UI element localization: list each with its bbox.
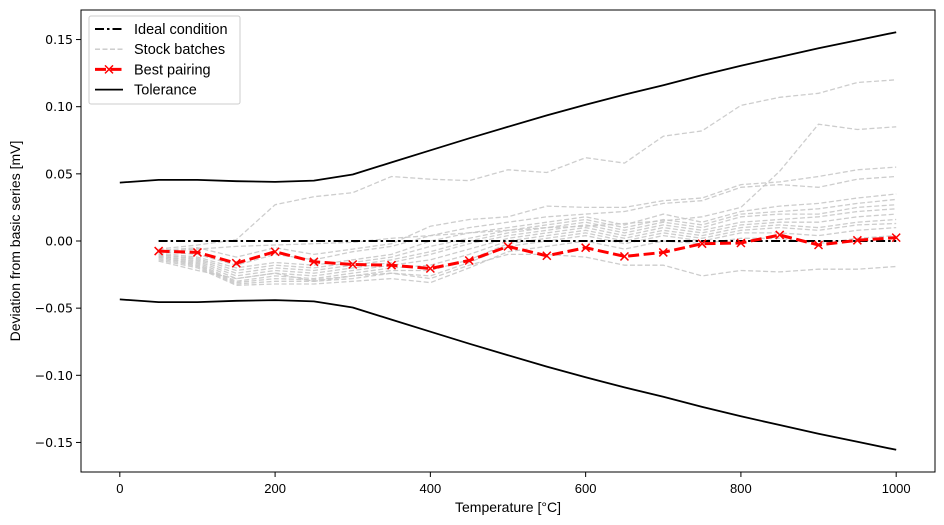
stock-batch-line-1: [158, 123, 897, 253]
legend-label-3: Tolerance: [134, 83, 197, 99]
best-pairing-marker-12: [619, 251, 629, 261]
stock-batch-line-8: [158, 213, 897, 280]
x-axis: 0 200 400 600 800 1000: [116, 472, 911, 496]
best-pairing-marker-13: [658, 247, 668, 257]
best-pairing-marker-18: [852, 235, 862, 245]
stock-batch-line-5: [158, 198, 897, 272]
stock-batch-line-9: [158, 218, 897, 282]
x-tick-label-3: 600: [575, 481, 597, 496]
best-pairing-marker-6: [387, 260, 397, 270]
y-axis: 0.15 0.10 0.05 0.00 −0.05 −0.10 −0.15: [35, 32, 81, 450]
stock-batch-line-12: [158, 234, 897, 286]
y-tick-label-1: 0.10: [45, 99, 73, 114]
y-tick-label-3: 0.00: [45, 234, 73, 249]
stock-batch-line-4: [158, 193, 897, 269]
best-pairing-marker-8: [464, 255, 474, 266]
y-tick-label-6: −0.15: [35, 435, 73, 450]
best-pairing-marker-15: [736, 238, 746, 248]
best-pairing-marker-5: [348, 259, 358, 270]
best-pairing-line: [158, 233, 897, 271]
x-axis-label: Temperature [°C]: [455, 499, 561, 515]
tolerance-lower-line: [119, 298, 897, 451]
best-pairing-marker-9: [503, 241, 513, 251]
best-pairing-marker-7: [425, 264, 435, 274]
x-tick-label-0: 0: [116, 481, 123, 496]
plot-area: [119, 31, 901, 451]
best-pairing-marker-10: [542, 251, 552, 261]
legend-item-3: Tolerance: [95, 83, 197, 99]
x-tick-label-5: 1000: [882, 481, 911, 496]
x-tick-label-1: 200: [264, 481, 286, 496]
legend-item-0: Ideal condition: [95, 22, 228, 38]
y-axis-label: Deviation from basic series [mV]: [7, 141, 23, 342]
y-tick-label-5: −0.10: [35, 368, 73, 383]
legend: Ideal condition Stock batches Best pairing…: [88, 15, 241, 105]
stock-batch-line-2: [158, 166, 897, 258]
stock-batch-line-3: [158, 175, 897, 266]
legend-item-1: Stock batches: [95, 42, 225, 58]
best-pairing-marker-2: [231, 258, 241, 268]
best-pairing-marker-0: [154, 246, 164, 256]
x-tick-label-4: 800: [730, 481, 752, 496]
legend-label-1: Stock batches: [134, 42, 225, 58]
best-pairing-marker-4: [309, 257, 319, 267]
best-pairing-marker-19: [891, 233, 901, 243]
best-pairing-marker-1: [192, 247, 202, 257]
best-pairing-marker-17: [814, 240, 824, 250]
legend-label-2: Best pairing: [134, 62, 211, 78]
best-pairing-marker-11: [581, 243, 591, 253]
legend-box: [88, 15, 241, 105]
legend-label-0: Ideal condition: [134, 22, 228, 38]
x-tick-label-2: 400: [420, 481, 442, 496]
legend-item-2: Best pairing: [95, 62, 211, 78]
y-tick-label-4: −0.05: [35, 301, 73, 316]
best-pairing-marker-16: [775, 230, 785, 240]
stock-batch-line-0: [158, 79, 897, 250]
stock-batch-line-11: [158, 226, 897, 285]
tolerance-upper-line: [119, 31, 897, 184]
stock-batch-line-6: [158, 204, 897, 274]
y-tick-label-2: 0.05: [45, 166, 73, 181]
stock-batch-line-7: [158, 208, 897, 277]
y-tick-label-0: 0.15: [45, 32, 73, 47]
best-pairing-marker-3: [270, 247, 280, 257]
stock-batch-line-13: [158, 253, 897, 282]
best-pairing-marker-14: [697, 239, 707, 249]
